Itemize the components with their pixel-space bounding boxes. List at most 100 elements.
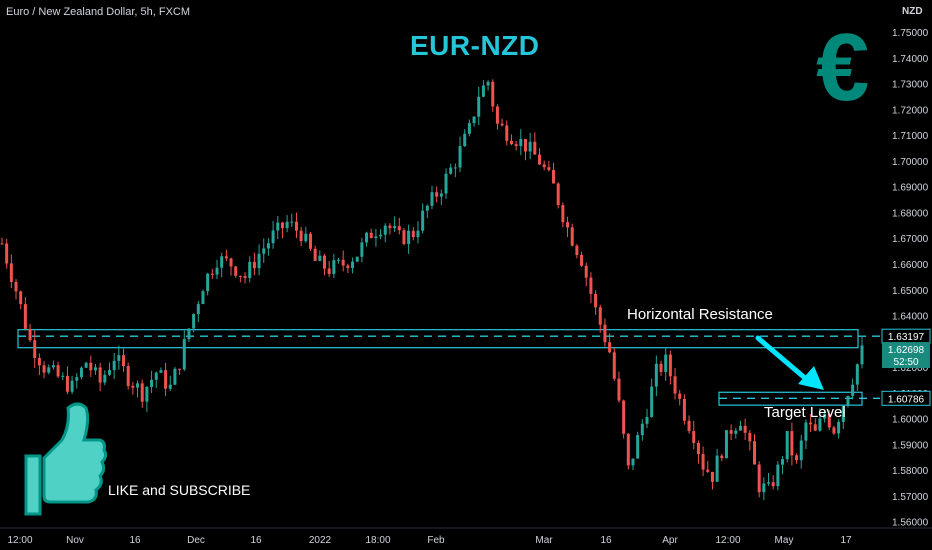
last-price-tag-countdown: 52:50 [893,357,918,368]
candle-body [299,230,303,242]
candle-body [692,431,696,443]
candle-body [224,256,228,259]
candle-body [136,383,140,388]
candle-body [318,255,322,261]
candle-body [430,192,434,206]
zone-box [17,329,859,349]
candle-body [668,354,672,377]
candle-body [860,345,864,365]
candle-body [192,314,196,329]
y-tick-label: 1.67000 [892,234,929,245]
candle-body [477,96,481,117]
candle-body [762,483,766,493]
candle-body [327,268,331,274]
candle-body [379,234,383,237]
candle-body [397,226,401,231]
candle-body [463,133,467,147]
y-tick-label: 1.60000 [892,415,929,426]
candle-body [257,253,261,269]
y-tick-label: 1.75000 [892,28,929,39]
candle-body [421,210,425,231]
x-tick-label: 16 [250,535,262,546]
candle-body [575,245,579,255]
candle-body [56,365,60,377]
candle-body [351,261,355,269]
x-tick-label: 18:00 [365,535,390,546]
candle-body [837,421,841,434]
candle-body [266,243,270,249]
candle-body [491,81,495,107]
candle-body [706,469,710,472]
candle-body [294,221,298,231]
candle-body [425,205,429,211]
candle-body [823,413,827,419]
candle-body [416,230,420,238]
time-axis[interactable]: 12:00 Nov 16 Dec 16 2022 18:00 Feb Mar 16 Apr 12:00… [0,527,932,546]
candle-body [108,370,111,375]
candle-body [332,260,336,274]
candle-body [472,116,476,124]
candle-body [285,221,289,229]
zones-layer [17,329,880,406]
candle-body [126,365,130,386]
candle-body [687,420,691,432]
candle-body [262,248,266,254]
candle-body [701,453,705,470]
y-tick-label: 1.72000 [892,105,929,116]
candle-body [444,173,448,194]
candle-body [584,265,588,278]
thumbs-up-icon [24,402,108,516]
like-subscribe-text: LIKE and SUBSCRIBE [108,482,251,498]
candle-body [453,167,457,169]
candle-body [458,146,462,168]
candle-body [500,123,504,126]
candle-body [603,324,607,343]
resistance-price-tag-text: 1.63197 [888,332,925,343]
candle-body [729,430,733,434]
candle-body [846,396,850,406]
y-tick-label: 1.70000 [892,157,929,168]
candle-body [28,328,32,341]
candle-body [556,183,560,206]
target-price-tag-bg [881,390,931,406]
y-tick-label: 1.68000 [892,208,929,219]
candle-body [234,266,238,276]
y-tick-label: 1.58000 [892,466,929,477]
candle-body [89,362,93,371]
x-tick-label: Apr [662,535,678,546]
candle-body [552,170,556,184]
candle-body [439,193,443,197]
candle-body [799,440,803,461]
resistance-label: Horizontal Resistance [627,306,773,323]
candle-body [93,367,97,371]
candle-body [369,232,373,239]
x-tick-label: 17 [840,535,852,546]
candle-body [795,455,799,461]
candle-body [645,416,649,424]
x-tick-label: 2022 [309,535,332,546]
target-label: Target Level [764,404,846,421]
candle-body [131,385,135,388]
candle-body [542,164,546,168]
symbol-header: Euro / New Zealand Dollar, 5h, FXCM [6,6,191,18]
candle-body [631,458,635,466]
candle-body [374,236,378,239]
y-tick-label: 1.73000 [892,80,929,91]
candle-body [650,386,654,417]
candle-body [509,140,513,145]
candle-body [622,400,626,434]
currency-label: NZD [902,6,923,17]
y-tick-label: 1.65000 [892,286,929,297]
candle-body [173,368,177,385]
candle-body [589,277,593,294]
candle-body [724,430,728,459]
price-axis[interactable]: 1.560001.570001.580001.590001.600001.610… [881,0,932,550]
chart-title: EUR-NZD [410,30,540,61]
candle-body [0,243,4,245]
candle-body [210,273,214,275]
candle-body [617,378,621,401]
candle-body [771,482,775,487]
candle-body [220,256,224,268]
candle-body [570,227,574,246]
